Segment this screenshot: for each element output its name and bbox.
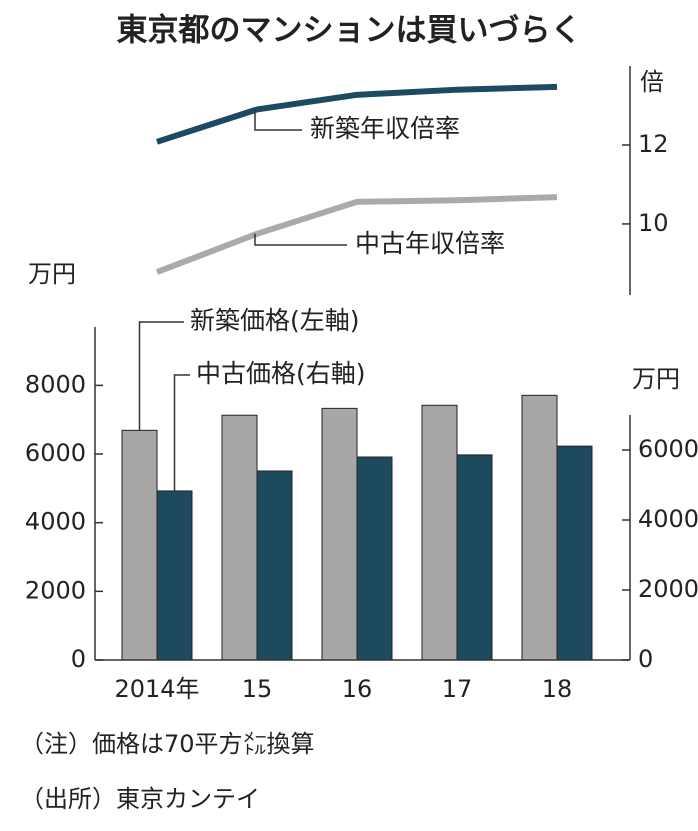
bar <box>256 470 293 661</box>
bar <box>121 429 158 661</box>
y-tick-label: 6000 <box>25 439 86 467</box>
bar <box>321 407 358 661</box>
y2-tick-label: 0 <box>638 645 653 673</box>
chart-title: 東京都のマンションは買いづらく <box>117 13 582 49</box>
bar <box>456 454 493 661</box>
y-tick-label: 0 <box>71 645 86 673</box>
bar <box>156 490 193 661</box>
series-label: 新築価格(左軸) <box>190 306 360 335</box>
y-tick-label: 10 <box>638 209 669 237</box>
series-label: 中古価格(右軸) <box>196 359 366 388</box>
bar <box>421 404 458 661</box>
series-label: 中古年収倍率 <box>355 229 505 258</box>
note: （注）価格は70平方㍍換算 <box>20 730 315 758</box>
y-axis-label: 倍 <box>640 68 664 96</box>
x-tick-label: 18 <box>542 675 573 703</box>
x-tick-label: 2014年 <box>114 675 199 703</box>
leader-line <box>254 109 302 131</box>
line-series <box>155 194 558 275</box>
y-tick-label: 12 <box>638 130 669 158</box>
leader-line <box>138 321 184 431</box>
leader-line <box>173 374 190 491</box>
bar <box>556 445 593 661</box>
bar <box>356 456 393 661</box>
y-tick-label: 4000 <box>25 508 86 536</box>
y2-tick-label: 2000 <box>638 575 698 603</box>
y2-tick-label: 4000 <box>638 505 698 533</box>
source: （出所）東京カンテイ <box>20 785 260 813</box>
x-tick-label: 15 <box>242 675 273 703</box>
y-tick-label: 8000 <box>25 370 86 398</box>
leader-line <box>254 233 347 246</box>
y2-tick-label: 6000 <box>638 435 698 463</box>
y-tick-label: 2000 <box>25 576 86 604</box>
x-tick-label: 17 <box>442 675 473 703</box>
y2-axis-label: 万円 <box>632 365 680 393</box>
x-tick-label: 16 <box>342 675 373 703</box>
line-series <box>156 83 558 145</box>
bar <box>521 394 558 661</box>
bar <box>221 414 258 661</box>
y-axis-label: 万円 <box>28 260 76 288</box>
series-label: 新築年収倍率 <box>310 114 460 143</box>
